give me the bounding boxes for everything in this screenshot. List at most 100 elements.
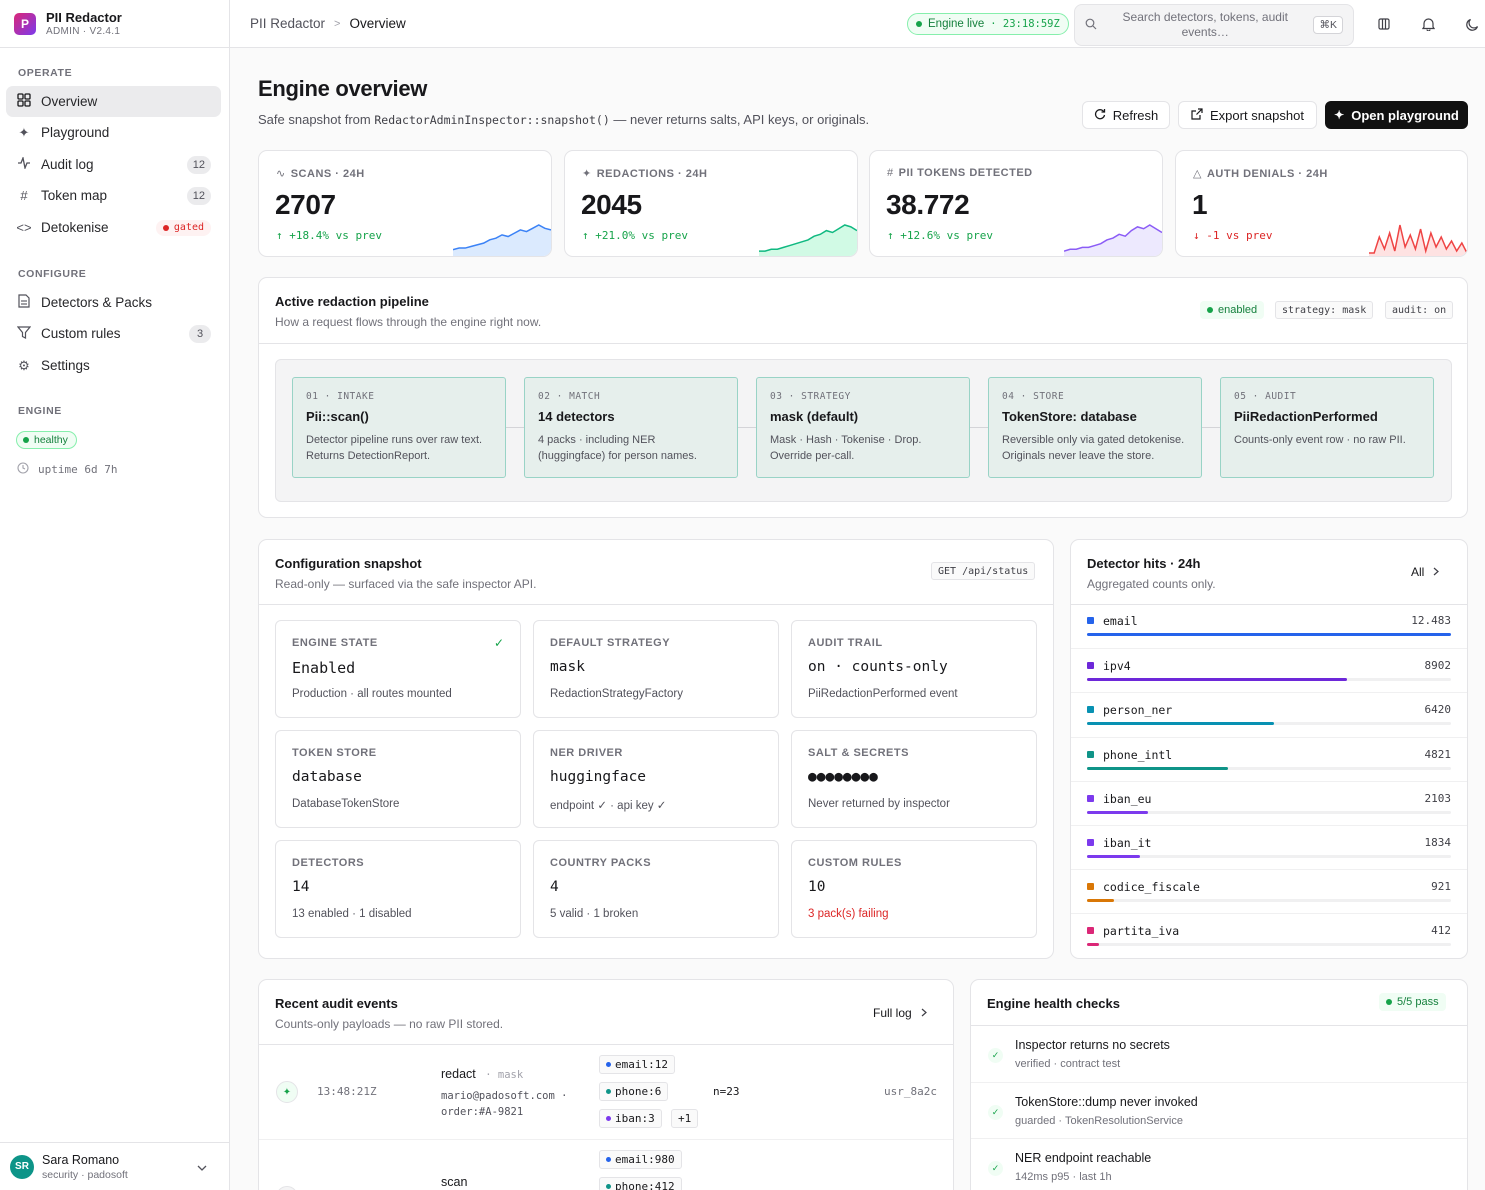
config-value: on · counts-only	[808, 659, 948, 675]
stage-title: 14 detectors	[538, 409, 615, 424]
bell-icon[interactable]	[1418, 14, 1438, 34]
sidebar-item-token-map[interactable]: # Token map 12	[6, 180, 221, 211]
sparkline-line	[1064, 224, 1162, 252]
dot-icon	[606, 1062, 611, 1067]
config-value: Enabled	[292, 659, 356, 677]
hits-subtitle: Aggregated counts only.	[1087, 577, 1216, 591]
detector-count: 8902	[1424, 659, 1452, 673]
nav-section-engine: ENGINE	[18, 405, 62, 417]
stat-delta: ↑ +21.0% vs prev	[582, 229, 688, 242]
pipeline-stage-audit[interactable]: 05 · AUDIT PiiRedactionPerformed Counts-…	[1220, 377, 1434, 478]
sidebar-item-settings[interactable]: ⚙ Settings	[6, 350, 221, 381]
config-subtitle: Read-only — surfaced via the safe inspec…	[275, 577, 537, 591]
config-value: 10	[808, 879, 826, 895]
brand[interactable]: P PII Redactor ADMIN · V2.4.1	[0, 0, 229, 48]
sidebar-item-overview[interactable]: Overview	[6, 86, 221, 117]
pipeline-stage-store[interactable]: 04 · STORE TokenStore: database Reversib…	[988, 377, 1202, 478]
columns-icon[interactable]	[1374, 14, 1394, 34]
divider	[1071, 604, 1467, 605]
health-check-row: ✓ Inspector returns no secrets verified …	[971, 1026, 1467, 1082]
detector-hit-row[interactable]: person_ner 6420	[1071, 692, 1467, 736]
table-row[interactable]: scan email:980 phone:412	[259, 1140, 953, 1190]
config-note: endpoint ✓ · api key ✓	[550, 800, 667, 812]
refresh-label: Refresh	[1112, 107, 1159, 123]
pipeline-stage-match[interactable]: 02 · MATCH 14 detectors 4 packs · includ…	[524, 377, 738, 478]
export-snapshot-label: Export snapshot	[1210, 107, 1304, 123]
check-icon: ✓	[493, 636, 504, 650]
sparkline-line	[453, 224, 551, 251]
detector-hit-row[interactable]: email 12.483	[1071, 604, 1467, 648]
config-value: database	[292, 769, 362, 785]
sparkline-area	[1064, 225, 1162, 256]
detector-hit-row[interactable]: phone_intl 4821	[1071, 736, 1467, 781]
full-log-link[interactable]: Full log	[873, 1006, 927, 1020]
hit-bar-fill	[1087, 899, 1114, 903]
table-row[interactable]: ✦ 13:48:21Z redact · mask mario@padosoft…	[259, 1045, 953, 1139]
gear-icon: ⚙	[18, 357, 30, 373]
brand-logo: P	[14, 12, 36, 35]
detector-count: 412	[1431, 924, 1451, 938]
stat-card: ∿ SCANS · 24H 2707 ↑ +18.4% vs prev	[258, 150, 552, 257]
entity-chip: phone:412	[599, 1177, 682, 1190]
breadcrumb-current: Overview	[349, 16, 406, 31]
config-key: AUDIT TRAIL	[808, 637, 883, 649]
arrow-right-icon	[1202, 427, 1220, 428]
sidebar-item-detectors-packs[interactable]: Detectors & Packs	[6, 287, 221, 318]
detector-hit-row[interactable]: ipv4 8902	[1071, 648, 1467, 692]
event-action: redact · mask	[441, 1067, 523, 1081]
sidebar-item-label: Detokenise	[41, 220, 109, 235]
more-chip[interactable]: +1	[671, 1109, 699, 1128]
sparkline-line	[759, 224, 857, 252]
export-snapshot-button[interactable]: Export snapshot	[1178, 101, 1317, 129]
sidebar: P PII Redactor ADMIN · V2.4.1 OPERATE Ov…	[0, 0, 230, 1190]
user-name: Sara Romano	[42, 1152, 120, 1167]
sidebar-item-detokenise[interactable]: <> Detokenise gated	[6, 212, 221, 243]
event-count: n=23	[713, 1085, 740, 1098]
breadcrumb-root[interactable]: PII Redactor	[250, 16, 326, 31]
entity-chip-label: phone:6	[615, 1085, 662, 1098]
detector-hit-row[interactable]: iban_eu 2103	[1071, 780, 1467, 825]
stat-card: △ AUTH DENIALS · 24H 1 ↓ -1 vs prev	[1175, 150, 1468, 257]
sidebar-item-audit-log[interactable]: Audit log 12	[6, 149, 221, 180]
hit-bar-fill	[1087, 678, 1347, 682]
stage-key: 05 · AUDIT	[1234, 391, 1297, 402]
clock-icon	[17, 462, 29, 477]
open-playground-button[interactable]: ✦ Open playground	[1325, 101, 1468, 129]
divider	[259, 604, 1053, 605]
refresh-button[interactable]: Refresh	[1082, 101, 1170, 129]
pipeline-stage-intake[interactable]: 01 · INTAKE Pii::scan() Detector pipelin…	[292, 377, 506, 478]
hits-filter-dropdown[interactable]: All	[1411, 565, 1440, 579]
event-time: 13:48:21Z	[317, 1085, 377, 1098]
sidebar-item-custom-rules[interactable]: Custom rules 3	[6, 318, 221, 349]
entity-chip: email:980	[599, 1150, 682, 1169]
full-log-label: Full log	[873, 1006, 912, 1020]
color-dot-icon	[1087, 794, 1094, 802]
divider	[971, 1025, 1467, 1026]
config-value: 4	[550, 879, 559, 895]
moon-icon[interactable]	[1462, 14, 1482, 34]
event-action-label: redact	[441, 1067, 476, 1081]
detector-hit-row[interactable]: codice_fiscale 921	[1071, 869, 1467, 913]
detector-hit-row[interactable]: partita_iva 412	[1071, 913, 1467, 957]
stat-value: 2707	[275, 189, 336, 220]
hit-bar-track	[1087, 633, 1451, 636]
check-icon: ✓	[988, 1105, 1003, 1120]
config-key: COUNTRY PACKS	[550, 857, 652, 869]
divider	[259, 1139, 953, 1140]
code-icon: <>	[16, 220, 32, 235]
color-dot-icon	[1087, 883, 1094, 891]
page-title: Engine overview	[258, 76, 428, 101]
chevron-right-icon	[921, 1006, 927, 1020]
token-map-count: 12	[186, 186, 211, 205]
config-key: ENGINE STATE	[292, 637, 378, 649]
stat-value: 2045	[581, 189, 642, 220]
color-dot-icon	[1087, 839, 1094, 846]
search-input[interactable]: Search detectors, tokens, audit events… …	[1074, 4, 1354, 46]
sidebar-item-playground[interactable]: ✦ Playground	[6, 117, 221, 148]
stat-label: △ AUTH DENIALS · 24H	[1193, 167, 1328, 180]
detector-hit-row[interactable]: iban_it 1834	[1071, 825, 1467, 869]
config-note: PiiRedactionPerformed event	[808, 688, 958, 700]
user-menu[interactable]: SR Sara Romano security · padosoft	[0, 1142, 229, 1190]
stage-description: 4 packs · including NER (huggingface) fo…	[538, 434, 697, 462]
pipeline-stage-strategy[interactable]: 03 · STRATEGY mask (default) Mask · Hash…	[756, 377, 970, 478]
